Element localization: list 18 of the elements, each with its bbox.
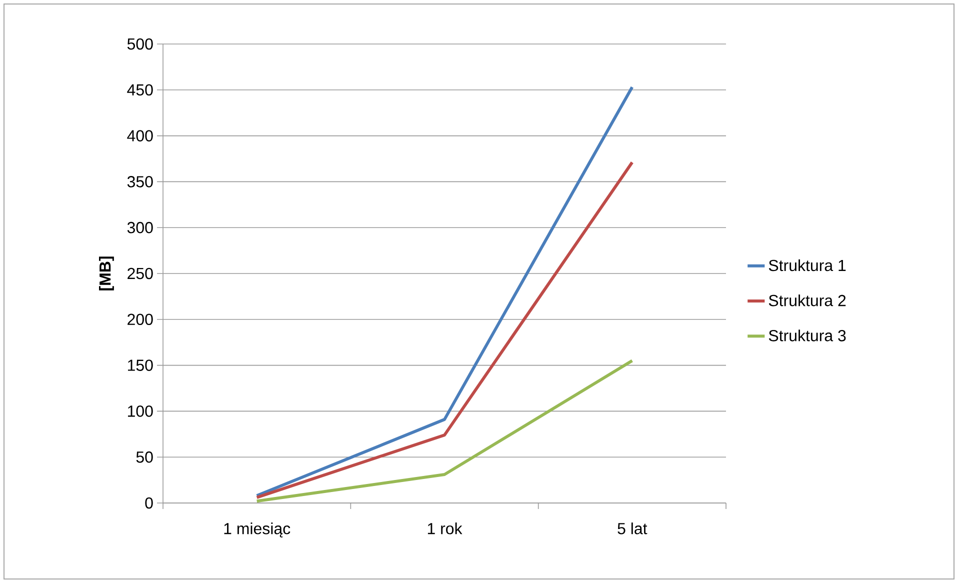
x-tick-label: 1 miesiąc — [224, 522, 290, 538]
y-tick-label: 150 — [128, 360, 153, 371]
y-tick-label: 450 — [127, 84, 153, 96]
legend-label: Struktura 3 — [768, 330, 846, 342]
y-axis-title: [MB] — [99, 256, 114, 290]
x-tick-label: 5 lat — [618, 522, 648, 534]
y-tick-label: 500 — [127, 38, 153, 50]
y-tick-label: 350 — [127, 176, 153, 188]
y-tick-label: 300 — [127, 222, 153, 234]
y-tick-label: 100 — [128, 406, 153, 417]
y-tick-label: 250 — [128, 268, 153, 280]
legend-label: Struktura 2 — [768, 294, 846, 306]
x-tick-label: 1 rok — [428, 522, 462, 534]
y-tick-label: 0 — [145, 497, 153, 509]
legend-label: Struktura 1 — [768, 259, 846, 272]
y-tick-label: 50 — [136, 451, 153, 463]
y-tick-label: 400 — [127, 130, 153, 142]
y-tick-label: 200 — [128, 314, 153, 326]
